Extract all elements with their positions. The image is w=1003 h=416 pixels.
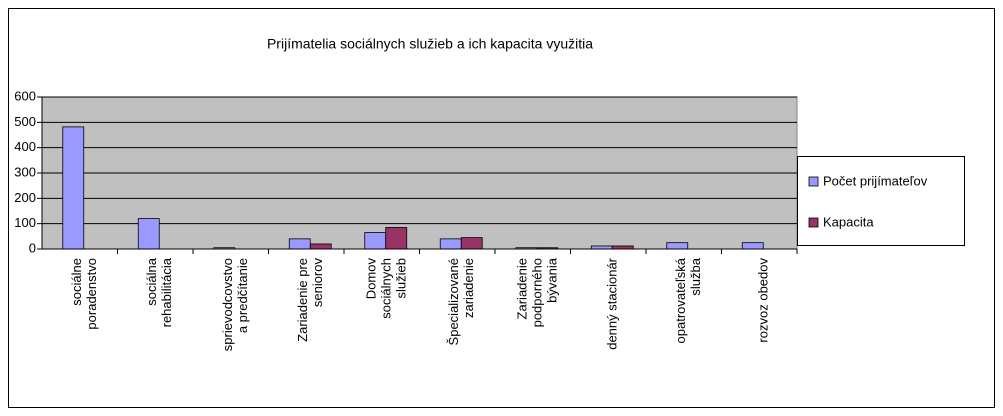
y-tick-label: 500 <box>14 114 36 129</box>
x-tick-label: rozvoz obedov <box>755 258 771 343</box>
legend-swatch <box>808 217 819 228</box>
y-tick-label: 200 <box>14 190 36 205</box>
bar <box>385 227 408 250</box>
x-tick-label: Špecializované zariadenie <box>446 258 477 346</box>
bar <box>137 218 160 250</box>
legend-label: Počet prijímateľov <box>823 173 928 188</box>
bar <box>666 242 689 250</box>
bar <box>62 126 85 250</box>
bar <box>460 237 483 250</box>
bar <box>364 232 387 250</box>
x-tick-label: Zariadenie pre seniorov <box>295 258 326 342</box>
x-tick-label: sociálna rehabilitácia <box>144 258 175 328</box>
bar <box>439 238 462 250</box>
legend <box>797 156 965 246</box>
legend-label: Kapacita <box>823 214 874 229</box>
x-tick-label: sociálne poradenstvo <box>68 258 99 330</box>
bar <box>288 238 311 250</box>
y-tick-label: 100 <box>14 215 36 230</box>
y-tick-label: 300 <box>14 164 36 179</box>
x-tick-label: Domov sociálnych služieb <box>363 258 409 319</box>
bar <box>741 242 764 250</box>
x-tick-label: denný stacionár <box>604 258 620 350</box>
bar <box>309 243 332 250</box>
y-tick-label: 400 <box>14 139 36 154</box>
legend-swatch <box>808 176 819 187</box>
y-tick-label: 600 <box>14 88 36 103</box>
x-tick-label: Zariadenie podporného bývania <box>514 258 560 328</box>
y-tick-label: 0 <box>29 240 36 255</box>
x-tick-label: opatrovateľská služba <box>672 258 703 344</box>
x-tick-label: sprievodcovstvo a predčítanie <box>219 258 250 352</box>
chart-title: Prijímatelia sociálnych služieb a ich ka… <box>267 36 593 52</box>
